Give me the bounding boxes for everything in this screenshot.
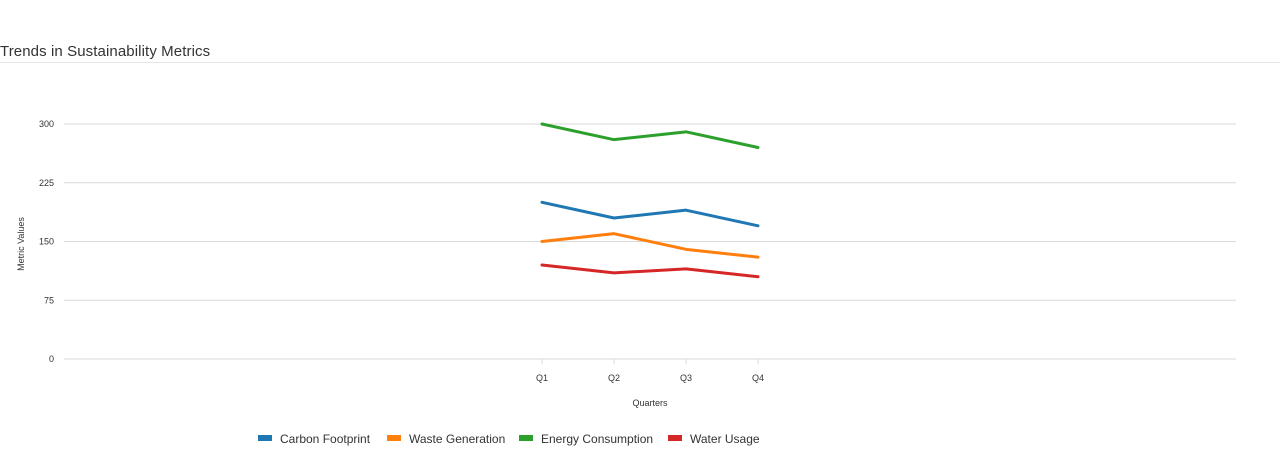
series-line-waste-generation[interactable] [540, 232, 760, 259]
series-line-water-usage[interactable] [540, 263, 760, 279]
y-tick-label: 300 [39, 119, 54, 129]
legend-item-water-usage[interactable]: Water Usage [668, 432, 760, 446]
legend-item-energy-consumption[interactable]: Energy Consumption [519, 432, 653, 446]
legend-label: Energy Consumption [541, 432, 653, 446]
legend-label: Waste Generation [409, 432, 505, 446]
y-tick-label: 150 [39, 237, 54, 247]
x-axis-label: Quarters [632, 398, 668, 408]
legend-label: Water Usage [690, 432, 760, 446]
y-axis-label: Metric Values [16, 217, 26, 271]
series-line-carbon-footprint[interactable] [540, 200, 760, 228]
legend[interactable]: Carbon Footprint Waste Generation Energy C… [258, 432, 760, 446]
x-tick-label: Q4 [752, 373, 764, 383]
legend-swatch [668, 435, 682, 441]
legend-label: Carbon Footprint [280, 432, 371, 446]
legend-swatch [387, 435, 401, 441]
legend-swatch [258, 435, 272, 441]
series-line-energy-consumption[interactable] [540, 122, 760, 149]
x-axis-ticks: Q1 Q2 Q3 Q4 [536, 359, 764, 383]
series-lines [540, 122, 760, 279]
y-tick-label: 0 [49, 354, 54, 364]
legend-item-waste-generation[interactable]: Waste Generation [387, 432, 505, 446]
y-tick-label: 75 [44, 295, 54, 305]
legend-swatch [519, 435, 533, 441]
x-tick-label: Q2 [608, 373, 620, 383]
chart-title: Trends in Sustainability Metrics [0, 43, 211, 60]
chart-header: Trends in Sustainability Metrics [0, 0, 1280, 63]
y-axis-ticks: 0 75 150 225 300 [39, 119, 54, 364]
y-tick-label: 225 [39, 178, 54, 188]
x-tick-label: Q3 [680, 373, 692, 383]
x-tick-label: Q1 [536, 373, 548, 383]
legend-item-carbon-footprint[interactable]: Carbon Footprint [258, 432, 371, 446]
